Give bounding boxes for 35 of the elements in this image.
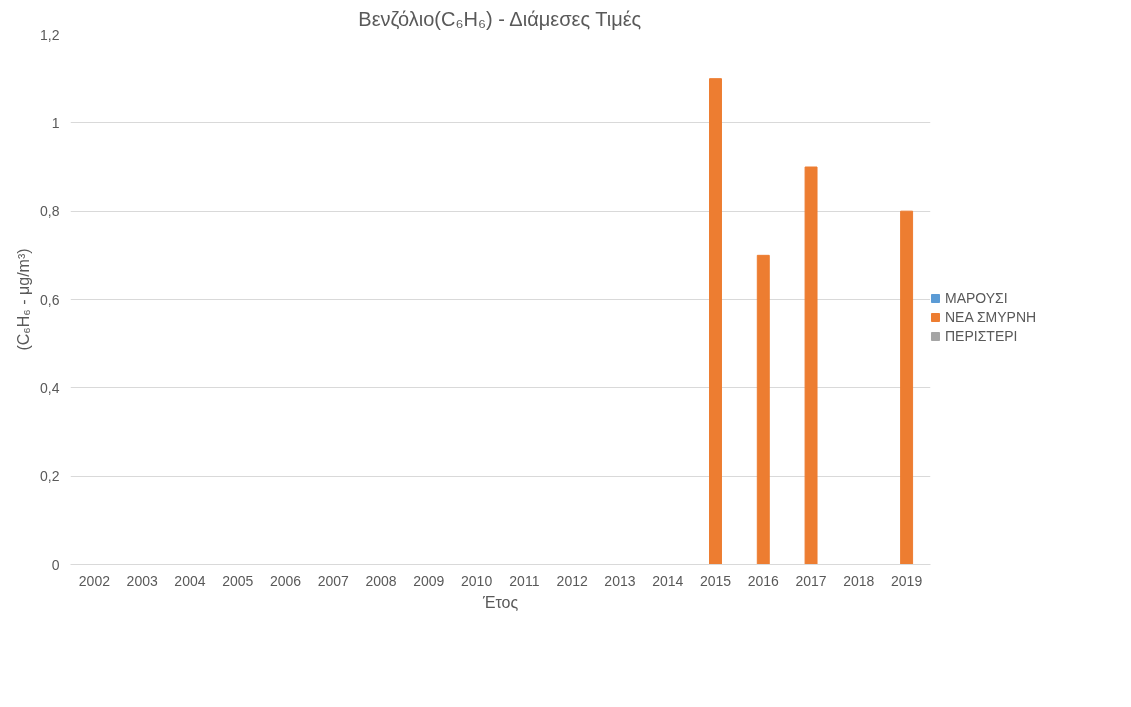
x-tick-label: 2014	[652, 572, 684, 589]
x-tick-label: 2009	[413, 572, 445, 589]
bar	[709, 78, 722, 565]
x-tick-label: 2008	[365, 572, 397, 589]
x-tick-label: 2007	[317, 572, 350, 589]
x-tick-label: 2015	[699, 572, 732, 589]
x-tick-label: 2010	[461, 572, 493, 589]
bar	[756, 254, 770, 565]
legend-label: ΝΕΑ ΣΜΥΡΝΗ	[945, 309, 1037, 325]
x-tick-label: 2004	[174, 572, 206, 589]
x-tick-label: 2013	[604, 572, 636, 589]
legend-label: ΜΑΡΟΥΣΙ	[945, 290, 1008, 306]
y-tick-label: 0,2	[40, 468, 60, 485]
bar	[900, 210, 914, 565]
y-tick-label: 0,4	[40, 379, 60, 396]
y-axis-title: (C₆H₆ - μg/m³)	[15, 248, 33, 351]
x-tick-label: 2019	[891, 572, 923, 589]
x-tick-label: 2002	[78, 572, 111, 589]
x-tick-label: 2011	[509, 572, 540, 589]
bar	[804, 166, 818, 565]
y-tick-label: 0,6	[40, 291, 60, 308]
x-tick-label: 2006	[269, 572, 302, 589]
legend-label: ΠΕΡΙΣΤΕΡΙ	[945, 328, 1018, 344]
y-tick-label: 1,2	[40, 26, 60, 43]
x-tick-label: 2005	[222, 572, 254, 589]
y-tick-label: 0,8	[40, 203, 60, 220]
x-tick-label: 2003	[126, 572, 158, 589]
x-tick-label: 2018	[843, 572, 875, 589]
x-tick-label: 2012	[556, 572, 588, 589]
x-tick-label: 2017	[795, 572, 827, 589]
x-tick-label: 2016	[747, 572, 780, 589]
x-axis-title: Έτος	[481, 593, 519, 611]
y-tick-label: 0	[51, 556, 60, 573]
y-tick-label: 1	[51, 114, 60, 131]
chart-title: Βενζόλιο(C₆H₆) - Διάμεσες Τιμές	[358, 7, 642, 30]
